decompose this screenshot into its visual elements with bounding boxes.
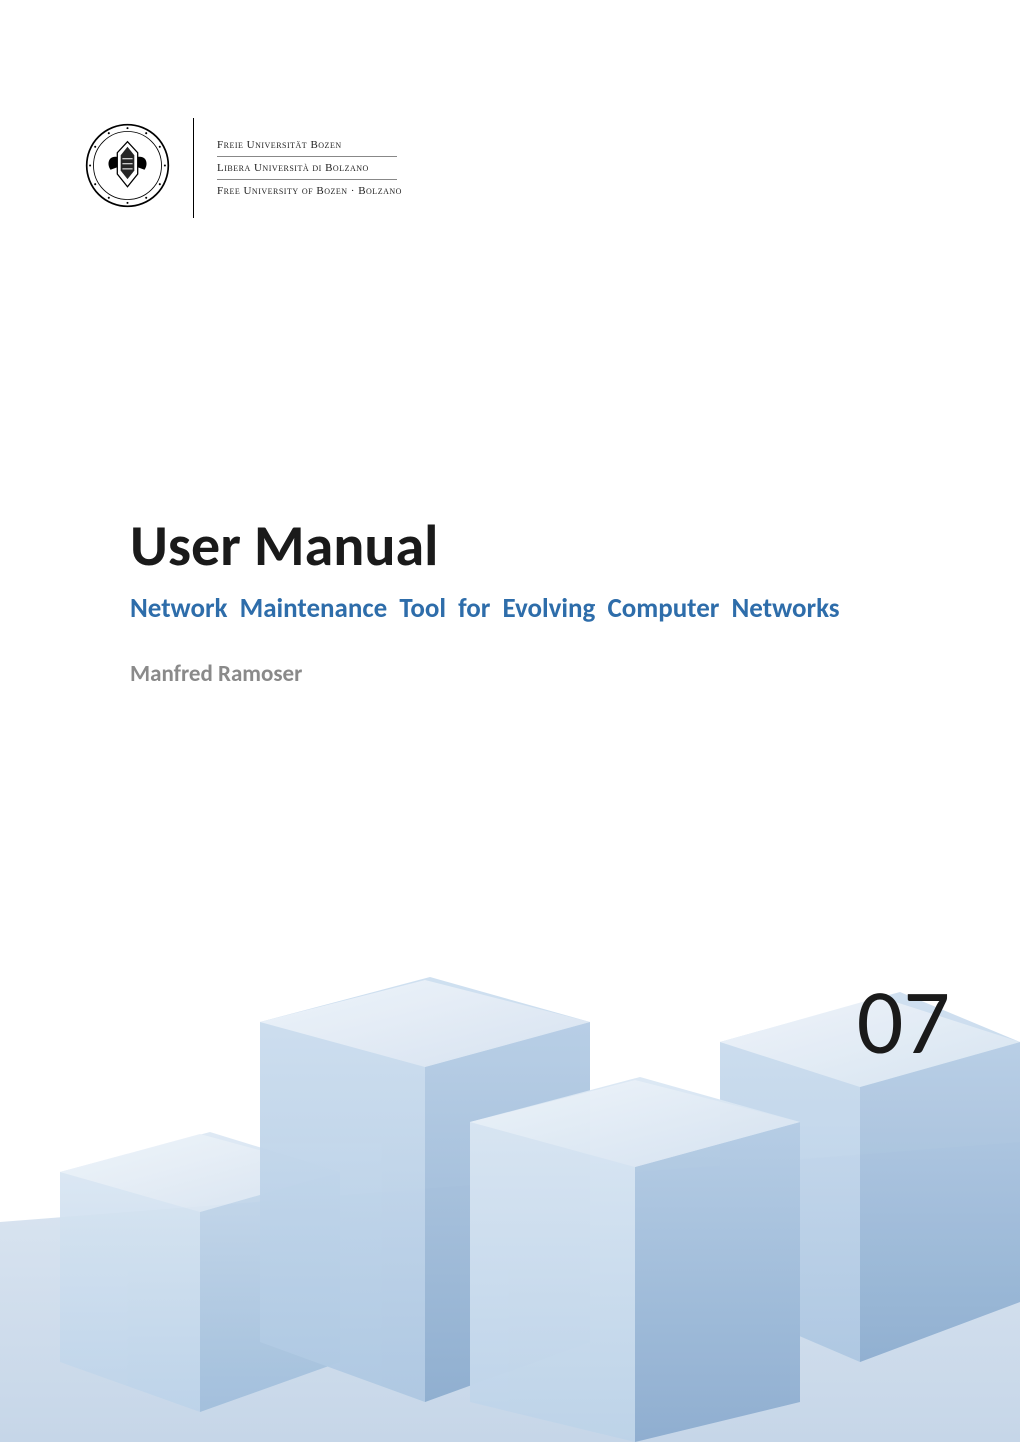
document-title: User Manual [130,510,880,581]
decorative-cubes [0,842,1020,1442]
university-seal-logo [85,123,170,213]
header-divider [193,118,194,218]
header-separator [217,179,397,180]
university-name-de: Freie Universität Bozen [217,136,402,154]
header-separator [217,156,397,157]
university-name-en: Free University of Bozen · Bolzano [217,182,402,200]
university-name-it: Libera Università di Bolzano [217,159,402,177]
university-header: Freie Universität Bozen Libera Universit… [85,118,402,218]
year-suffix: 07 [857,965,950,1078]
document-author: Manfred Ramoser [130,660,880,688]
title-block: User Manual Network Maintenance Tool for… [130,510,880,688]
document-subtitle: Network Maintenance Tool for Evolving Co… [130,589,880,630]
university-names: Freie Universität Bozen Libera Universit… [217,136,402,200]
